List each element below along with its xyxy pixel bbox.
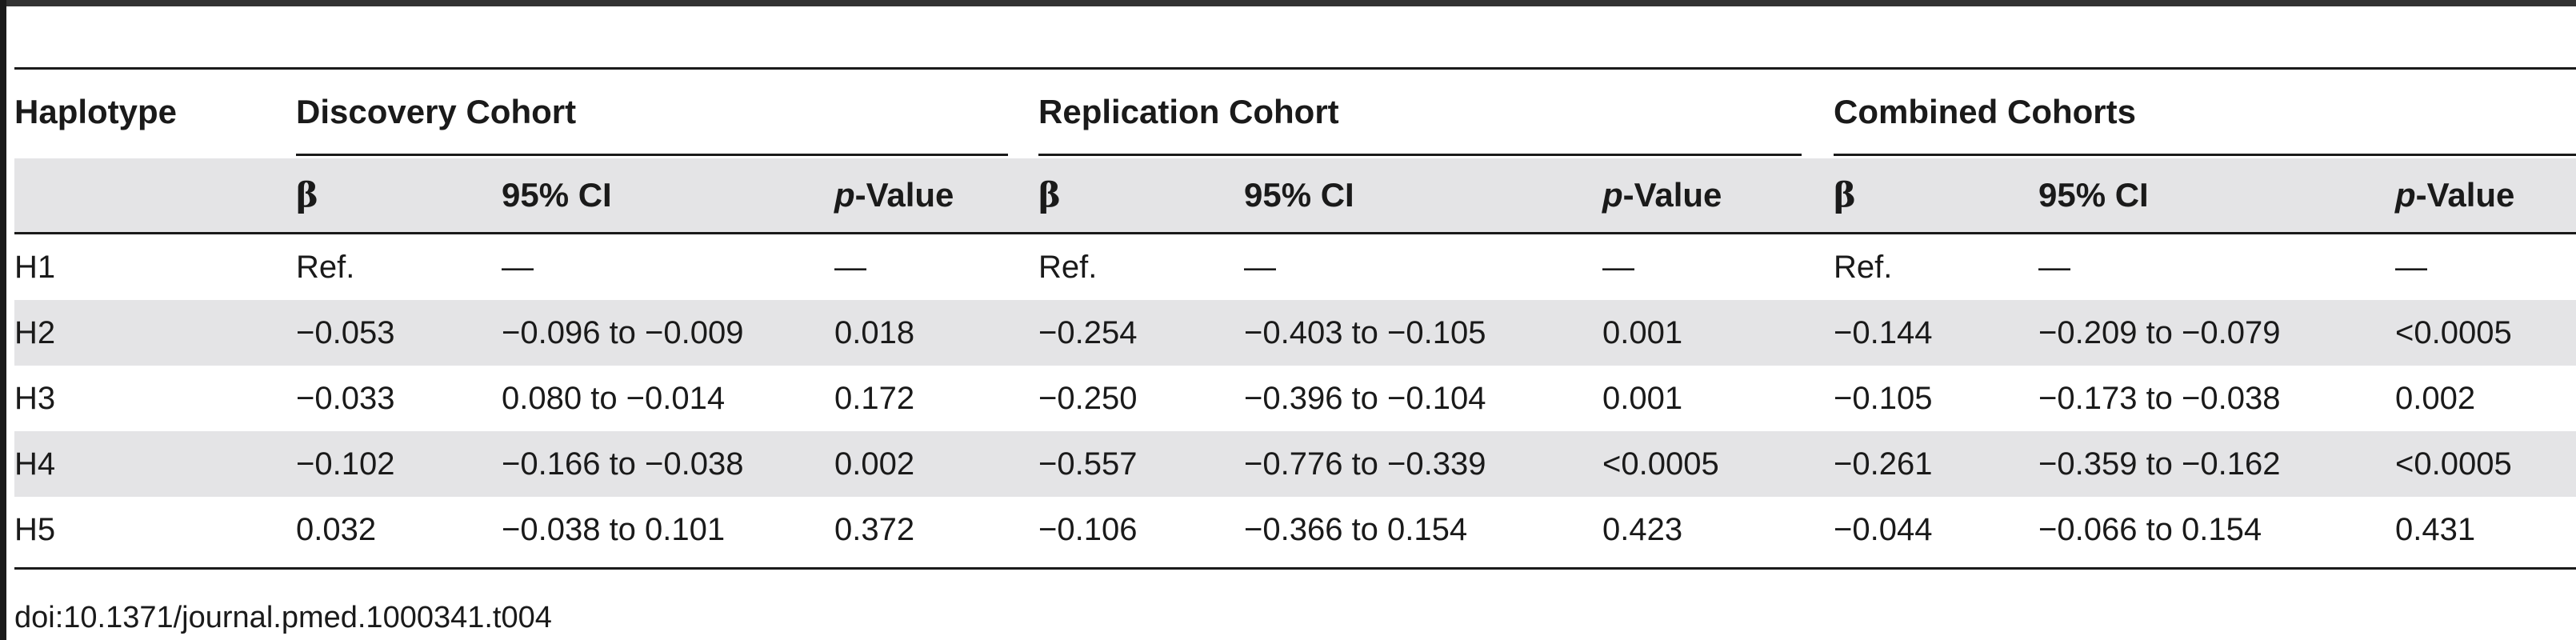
- cell-combined-p: <0.0005: [2395, 315, 2512, 350]
- sub-header-ci-combined: 95% CI: [2038, 176, 2149, 214]
- cell-replication-p: —: [1602, 250, 1634, 285]
- header-haplotype: Haplotype: [14, 93, 178, 130]
- cell-discovery-beta: −0.102: [296, 446, 395, 482]
- sub-header-pvalue-replication: p-Value: [1602, 158, 1722, 232]
- cell-combined-p: —: [2395, 250, 2427, 285]
- sub-header-beta-combined: β: [1834, 175, 1856, 214]
- group-header-replication: Replication Cohort: [1038, 93, 1339, 130]
- sub-header-ci-discovery: 95% CI: [502, 176, 612, 214]
- cell-replication-beta: −0.557: [1038, 446, 1138, 482]
- cell-replication-ci: −0.776 to −0.339: [1244, 446, 1486, 482]
- cell-replication-p: <0.0005: [1602, 446, 1719, 482]
- sub-header-pvalue-discovery: p-Value: [834, 158, 954, 232]
- cell-combined-ci: −0.359 to −0.162: [2038, 446, 2281, 482]
- top-border: [0, 0, 2576, 6]
- cell-discovery-beta: Ref.: [296, 250, 355, 285]
- cell-replication-p: 0.001: [1602, 315, 1683, 350]
- cell-discovery-beta: −0.033: [296, 381, 395, 416]
- cell-replication-beta: −0.250: [1038, 381, 1138, 416]
- table-row: H2 −0.053 −0.096 to −0.009 0.018 −0.254 …: [14, 300, 2576, 366]
- cell-combined-p: 0.002: [2395, 381, 2476, 416]
- cell-discovery-ci: −0.166 to −0.038: [502, 446, 744, 482]
- cell-haplotype: H3: [14, 381, 56, 416]
- cell-discovery-p: 0.172: [834, 381, 915, 416]
- cell-combined-beta: Ref.: [1834, 250, 1893, 285]
- p-suffix: -Value: [854, 176, 954, 214]
- cell-combined-p: 0.431: [2395, 512, 2476, 547]
- cell-replication-beta: Ref.: [1038, 250, 1098, 285]
- cell-combined-beta: −0.105: [1834, 381, 1933, 416]
- cell-replication-ci: −0.366 to 0.154: [1244, 512, 1468, 547]
- cell-combined-beta: −0.144: [1834, 315, 1933, 350]
- cell-replication-p: 0.423: [1602, 512, 1683, 547]
- cell-discovery-ci: —: [502, 250, 534, 285]
- cell-combined-beta: −0.044: [1834, 512, 1933, 547]
- p-suffix: -Value: [2415, 176, 2515, 214]
- cell-replication-beta: −0.106: [1038, 512, 1138, 547]
- cell-haplotype: H4: [14, 446, 56, 482]
- cell-haplotype: H5: [14, 512, 56, 547]
- table-row: H1 Ref. — — Ref. — — Ref. — —: [14, 234, 2576, 300]
- table-row: H3 −0.033 0.080 to −0.014 0.172 −0.250 −…: [14, 366, 2576, 431]
- table-bottom-rule: [14, 567, 2576, 570]
- cell-haplotype: H1: [14, 250, 56, 285]
- cell-combined-beta: −0.261: [1834, 446, 1933, 482]
- sub-header-beta-discovery: β: [296, 175, 318, 214]
- cell-combined-ci: —: [2038, 250, 2070, 285]
- cell-combined-p: <0.0005: [2395, 446, 2512, 482]
- p-italic: p: [1602, 176, 1623, 214]
- cell-discovery-beta: 0.032: [296, 512, 377, 547]
- group-header-combined: Combined Cohorts: [1834, 93, 2136, 130]
- group-underline-replication: [1038, 154, 1802, 156]
- cell-discovery-p: —: [834, 250, 866, 285]
- group-underline-combined: [1834, 154, 2576, 156]
- cell-replication-p: 0.001: [1602, 381, 1683, 416]
- cell-haplotype: H2: [14, 315, 56, 350]
- p-italic: p: [2395, 176, 2416, 214]
- cell-discovery-ci: −0.096 to −0.009: [502, 315, 744, 350]
- left-border: [0, 0, 6, 640]
- sub-header-ci-replication: 95% CI: [1244, 176, 1354, 214]
- sub-header-row: [14, 158, 2576, 232]
- group-underline-discovery: [296, 154, 1008, 156]
- sub-header-pvalue-combined: p-Value: [2395, 158, 2514, 232]
- cell-combined-ci: −0.173 to −0.038: [2038, 381, 2281, 416]
- sub-header-beta-replication: β: [1038, 175, 1061, 214]
- p-suffix: -Value: [1622, 176, 1722, 214]
- sub-header-rule: [14, 232, 2576, 234]
- table-row: H4 −0.102 −0.166 to −0.038 0.002 −0.557 …: [14, 431, 2576, 497]
- table-row: H5 0.032 −0.038 to 0.101 0.372 −0.106 −0…: [14, 497, 2576, 562]
- cell-replication-ci: −0.396 to −0.104: [1244, 381, 1486, 416]
- cell-discovery-p: 0.002: [834, 446, 915, 482]
- cell-combined-ci: −0.066 to 0.154: [2038, 512, 2262, 547]
- cell-replication-ci: —: [1244, 250, 1276, 285]
- cell-combined-ci: −0.209 to −0.079: [2038, 315, 2281, 350]
- cell-discovery-ci: −0.038 to 0.101: [502, 512, 726, 547]
- cell-discovery-ci: 0.080 to −0.014: [502, 381, 726, 416]
- cell-replication-beta: −0.254: [1038, 315, 1138, 350]
- group-header-discovery: Discovery Cohort: [296, 93, 577, 130]
- cell-replication-ci: −0.403 to −0.105: [1244, 315, 1486, 350]
- table-top-rule: [14, 67, 2576, 70]
- cell-discovery-beta: −0.053: [296, 315, 395, 350]
- p-italic: p: [834, 176, 855, 214]
- doi-footnote: doi:10.1371/journal.pmed.1000341.t004: [14, 601, 552, 634]
- cell-discovery-p: 0.018: [834, 315, 915, 350]
- cell-discovery-p: 0.372: [834, 512, 915, 547]
